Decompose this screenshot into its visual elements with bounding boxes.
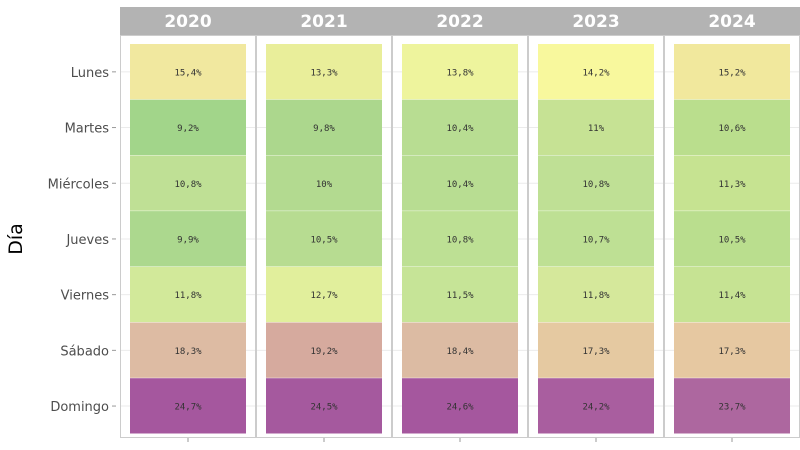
facet-strip-label: 2022 [436, 12, 483, 32]
facet-strip [392, 7, 528, 35]
heat-tile-2020-4 [130, 266, 246, 323]
heat-tile-2022-0 [402, 44, 518, 100]
tile-label: 9,8% [313, 124, 335, 134]
row-label-4: Viernes [61, 289, 110, 304]
tile-label: 18,4% [446, 347, 474, 357]
heat-tile-2021-6 [266, 378, 382, 434]
row-label-3: Jueves [65, 233, 109, 248]
tile-label: 24,5% [310, 403, 338, 413]
heat-tile-2024-3 [674, 211, 790, 267]
tile-label: 10,4% [446, 180, 474, 190]
heat-tile-2021-4 [266, 266, 382, 323]
tile-label: 15,4% [174, 68, 202, 78]
heat-tile-2023-2 [538, 155, 654, 211]
heat-tile-2021-1 [266, 99, 382, 155]
heat-tile-2020-0 [130, 44, 246, 100]
tile-label: 10,6% [718, 124, 746, 134]
tile-label: 11,8% [582, 291, 610, 301]
facet-2024: 2024 15,2% 10,6% 11,3% 10,5% 11,4% 17,3% 23,7% [664, 7, 800, 442]
row-label-1: Martes [65, 122, 110, 137]
tile-label: 10,8% [582, 180, 610, 190]
heat-tile-2021-5 [266, 322, 382, 378]
heat-tile-2022-1 [402, 99, 518, 155]
tile-label: 11,4% [718, 291, 746, 301]
row-label-2: Miércoles [48, 177, 110, 192]
tile-label: 11,5% [446, 291, 474, 301]
tile-label: 10,8% [174, 180, 202, 190]
heat-tile-2022-3 [402, 211, 518, 267]
tile-label: 24,6% [446, 403, 474, 413]
tile-label: 12,7% [310, 291, 338, 301]
row-label-0: Lunes [71, 66, 109, 81]
facet-strip-label: 2024 [708, 12, 755, 32]
heat-tile-2023-6 [538, 378, 654, 434]
heat-tile-2022-6 [402, 378, 518, 434]
tile-label: 18,3% [174, 347, 202, 357]
heat-tile-2024-1 [674, 99, 790, 155]
tile-label: 14,2% [582, 68, 610, 78]
facet-strip [528, 7, 664, 35]
facet-strip [120, 7, 256, 35]
tile-label: 9,9% [177, 235, 199, 245]
tile-label: 10,5% [718, 235, 746, 245]
heat-tile-2021-3 [266, 211, 382, 267]
facet-2021: 2021 13,3% 9,8% 10% 10,5% 12,7% 19,2% 24,5% [256, 7, 392, 442]
tile-label: 11,3% [718, 180, 746, 190]
tile-label: 10,5% [310, 235, 338, 245]
heat-tile-2020-2 [130, 155, 246, 211]
tile-label: 11,8% [174, 291, 202, 301]
tile-label: 13,8% [446, 68, 474, 78]
tile-label: 11% [588, 124, 605, 134]
heat-tile-2020-3 [130, 211, 246, 267]
facet-2020: 2020 15,4% 9,2% 10,8% 9,9% 11,8% 18,3% 24,7% [120, 7, 256, 442]
tile-label: 24,2% [582, 403, 610, 413]
heat-tile-2023-1 [538, 99, 654, 155]
tile-label: 23,7% [718, 403, 746, 413]
tile-label: 24,7% [174, 403, 202, 413]
facet-strip-label: 2020 [164, 12, 211, 32]
heat-tile-2021-0 [266, 44, 382, 100]
y-axis-title: Día [5, 223, 27, 255]
heat-tile-2023-5 [538, 322, 654, 378]
tile-label: 19,2% [310, 347, 338, 357]
heat-tile-2024-6 [674, 378, 790, 434]
facet-strip [256, 7, 392, 35]
heat-tile-2020-1 [130, 99, 246, 155]
row-label-5: Sábado [60, 344, 109, 359]
facet-2022: 2022 13,8% 10,4% 10,4% 10,8% 11,5% 18,4% 24,6% [392, 7, 528, 442]
heat-tile-2023-0 [538, 44, 654, 100]
row-label-6: Domingo [50, 400, 109, 415]
heat-tile-2024-2 [674, 155, 790, 211]
heat-tile-2020-5 [130, 322, 246, 378]
facet-strip-label: 2021 [300, 12, 347, 32]
tile-label: 10,7% [582, 235, 610, 245]
heat-tile-2023-3 [538, 211, 654, 267]
heat-tile-2022-5 [402, 322, 518, 378]
facet-2023: 2023 14,2% 11% 10,8% 10,7% 11,8% 17,3% 24,2% [528, 7, 664, 442]
facet-strip-label: 2023 [572, 12, 619, 32]
heat-tile-2024-5 [674, 322, 790, 378]
tile-label: 15,2% [718, 68, 746, 78]
heat-tile-2022-4 [402, 266, 518, 323]
tile-label: 9,2% [177, 124, 199, 134]
tile-label: 10,8% [446, 235, 474, 245]
tile-label: 17,3% [582, 347, 610, 357]
tile-label: 17,3% [718, 347, 746, 357]
tile-label: 13,3% [310, 68, 338, 78]
facet-strip [664, 7, 800, 35]
tile-label: 10% [316, 180, 333, 190]
tile-label: 10,4% [446, 124, 474, 134]
heat-tile-2022-2 [402, 155, 518, 211]
heat-tile-2020-6 [130, 378, 246, 434]
heat-tile-2024-4 [674, 266, 790, 323]
heat-tile-2024-0 [674, 44, 790, 100]
heat-tile-2023-4 [538, 266, 654, 323]
heat-tile-2021-2 [266, 155, 382, 211]
